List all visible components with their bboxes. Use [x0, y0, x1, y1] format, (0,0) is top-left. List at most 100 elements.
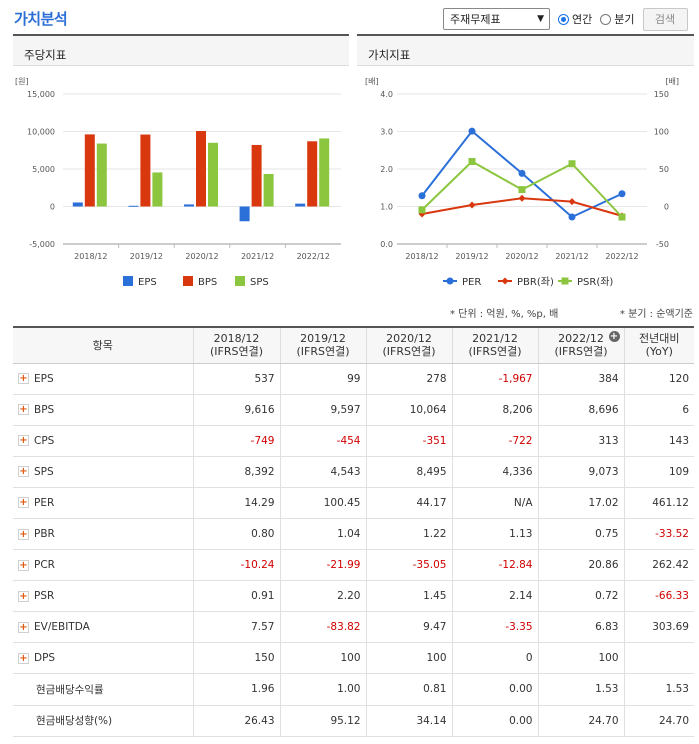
expand-plus-icon[interactable]: +	[18, 621, 29, 633]
expand-plus-icon[interactable]: +	[18, 373, 29, 385]
bar-sps	[319, 138, 330, 207]
y-right-tick-label: 100	[654, 128, 669, 137]
value-cell: 278	[365, 363, 452, 395]
value-cell: -1,967	[451, 363, 538, 395]
point-pbr	[568, 198, 576, 206]
legend-label: PBR(좌)	[517, 276, 554, 288]
value-cell: -83.82	[279, 611, 366, 644]
add-column-icon[interactable]: +	[608, 331, 620, 342]
row-label-cell[interactable]: + PCR	[13, 549, 193, 582]
row-label-cell[interactable]: + EV/EBITDA	[13, 611, 193, 644]
table-row: + BPS 9,616 9,597 10,064 8,206 8,696 6	[13, 394, 694, 426]
bar-sps	[263, 173, 274, 207]
expand-plus-icon[interactable]: +	[18, 590, 29, 602]
expand-plus-icon[interactable]: +	[18, 559, 29, 571]
radio-quarter[interactable]: 분기	[600, 11, 635, 27]
yoy-cell	[623, 642, 694, 675]
expand-plus-icon[interactable]: +	[18, 497, 29, 509]
row-label-cell[interactable]: + DPS	[13, 642, 193, 675]
expand-plus-icon[interactable]: +	[18, 528, 29, 540]
y-left-tick-label: 3.0	[380, 128, 393, 137]
legend-label: PER	[462, 277, 481, 288]
row-label-cell: 현금배당성향(%)	[13, 705, 193, 737]
yoy-cell: -33.52	[623, 518, 694, 551]
value-cell: -35.05	[365, 549, 452, 582]
header-col-3: 2021/12 (IFRS연결)	[451, 327, 538, 364]
row-label-cell[interactable]: + BPS	[13, 394, 193, 426]
header-year: 2018/12	[213, 332, 260, 346]
bar-bps	[84, 134, 95, 207]
expand-plus-icon[interactable]: +	[18, 652, 29, 664]
yoy-cell: 461.12	[623, 487, 694, 519]
value-cell: N/A	[451, 487, 538, 519]
value-cell: 1.04	[279, 518, 366, 551]
value-cell: -21.99	[279, 549, 366, 582]
value-cell: 8,696	[537, 394, 624, 426]
bar-bps	[196, 131, 206, 207]
value-cell: 99	[279, 363, 366, 395]
value-cell: 10,064	[365, 394, 452, 426]
value-cell: 34.14	[365, 705, 452, 737]
x-tick-label: 2022/12	[605, 252, 638, 261]
bar-sps	[152, 172, 163, 207]
header-basis: (IFRS연결)	[554, 345, 608, 359]
x-tick-label: 2020/12	[505, 252, 538, 261]
expand-plus-icon[interactable]: +	[18, 435, 29, 447]
y-left-tick-label: 2.0	[380, 165, 393, 174]
row-label: SPS	[34, 465, 54, 478]
row-label: CPS	[34, 434, 55, 447]
point-per	[418, 192, 426, 200]
yoy-cell: 120	[623, 363, 694, 395]
header-year: 2022/12	[558, 332, 604, 346]
header-basis: (IFRS연결)	[209, 345, 264, 359]
header-year: 2021/12	[472, 332, 518, 346]
row-label-cell[interactable]: + CPS	[13, 425, 193, 457]
value-cell: 537	[192, 363, 280, 395]
row-label-cell[interactable]: + SPS	[13, 456, 193, 488]
header-col-0: 2018/12 (IFRS연결)	[192, 327, 280, 364]
table-row: + EPS 537 99 278 -1,967 384 120	[13, 363, 694, 395]
yoy-cell: 24.70	[623, 705, 694, 737]
header-basis: (IFRS연결)	[296, 345, 350, 359]
bar-sps	[208, 142, 218, 207]
value-cell: 313	[537, 425, 624, 457]
value-cell: 1.00	[279, 673, 366, 706]
row-label-cell[interactable]: + EPS	[13, 363, 193, 395]
value-cell: -454	[279, 425, 366, 457]
expand-plus-icon[interactable]: +	[18, 404, 29, 416]
value-cell: 0.75	[537, 518, 624, 551]
value-cell: 17.02	[537, 487, 624, 519]
legend-marker-psr	[561, 277, 569, 285]
value-cell: 8,392	[192, 456, 280, 488]
bar-bps	[140, 134, 151, 207]
y-tick-label: -5,000	[29, 240, 55, 249]
value-cell: 44.17	[365, 487, 452, 519]
value-cell: 26.43	[192, 705, 280, 737]
bar-eps	[72, 202, 83, 207]
value-cell: -10.24	[192, 549, 280, 582]
row-label: DPS	[34, 652, 56, 665]
value-cell: -12.84	[451, 549, 538, 582]
legend-label: PSR(좌)	[577, 276, 613, 288]
row-label-cell[interactable]: + PBR	[13, 518, 193, 551]
row-label: PSR	[34, 590, 55, 603]
radio-annual[interactable]: 연간	[558, 11, 592, 27]
x-tick-label: 2022/12	[297, 252, 330, 261]
statement-select[interactable]: 주재무제표 ▼	[443, 8, 550, 30]
y-tick-label: 15,000	[27, 90, 55, 99]
search-button[interactable]: 검색	[642, 7, 688, 31]
value-cell: 0.80	[192, 518, 280, 551]
row-label-cell[interactable]: + PER	[13, 487, 193, 519]
value-cell: 14.29	[192, 487, 280, 519]
x-tick-label: 2021/12	[241, 252, 274, 261]
yoy-cell: -66.33	[623, 580, 694, 613]
table-row: + DPS 150 100 100 0 100	[13, 642, 694, 675]
value-table: 항목 2018/12 (IFRS연결) 2019/12 (IFRS연결) 2020/…	[13, 326, 694, 737]
row-label-cell[interactable]: + PSR	[13, 580, 193, 613]
expand-plus-icon[interactable]: +	[18, 466, 29, 478]
value-cell: -3.35	[451, 611, 538, 644]
legend-label: EPS	[138, 277, 157, 288]
value-cell: 150	[192, 642, 280, 675]
yoy-cell: 262.42	[623, 549, 694, 582]
value-cell: 100	[537, 642, 624, 675]
